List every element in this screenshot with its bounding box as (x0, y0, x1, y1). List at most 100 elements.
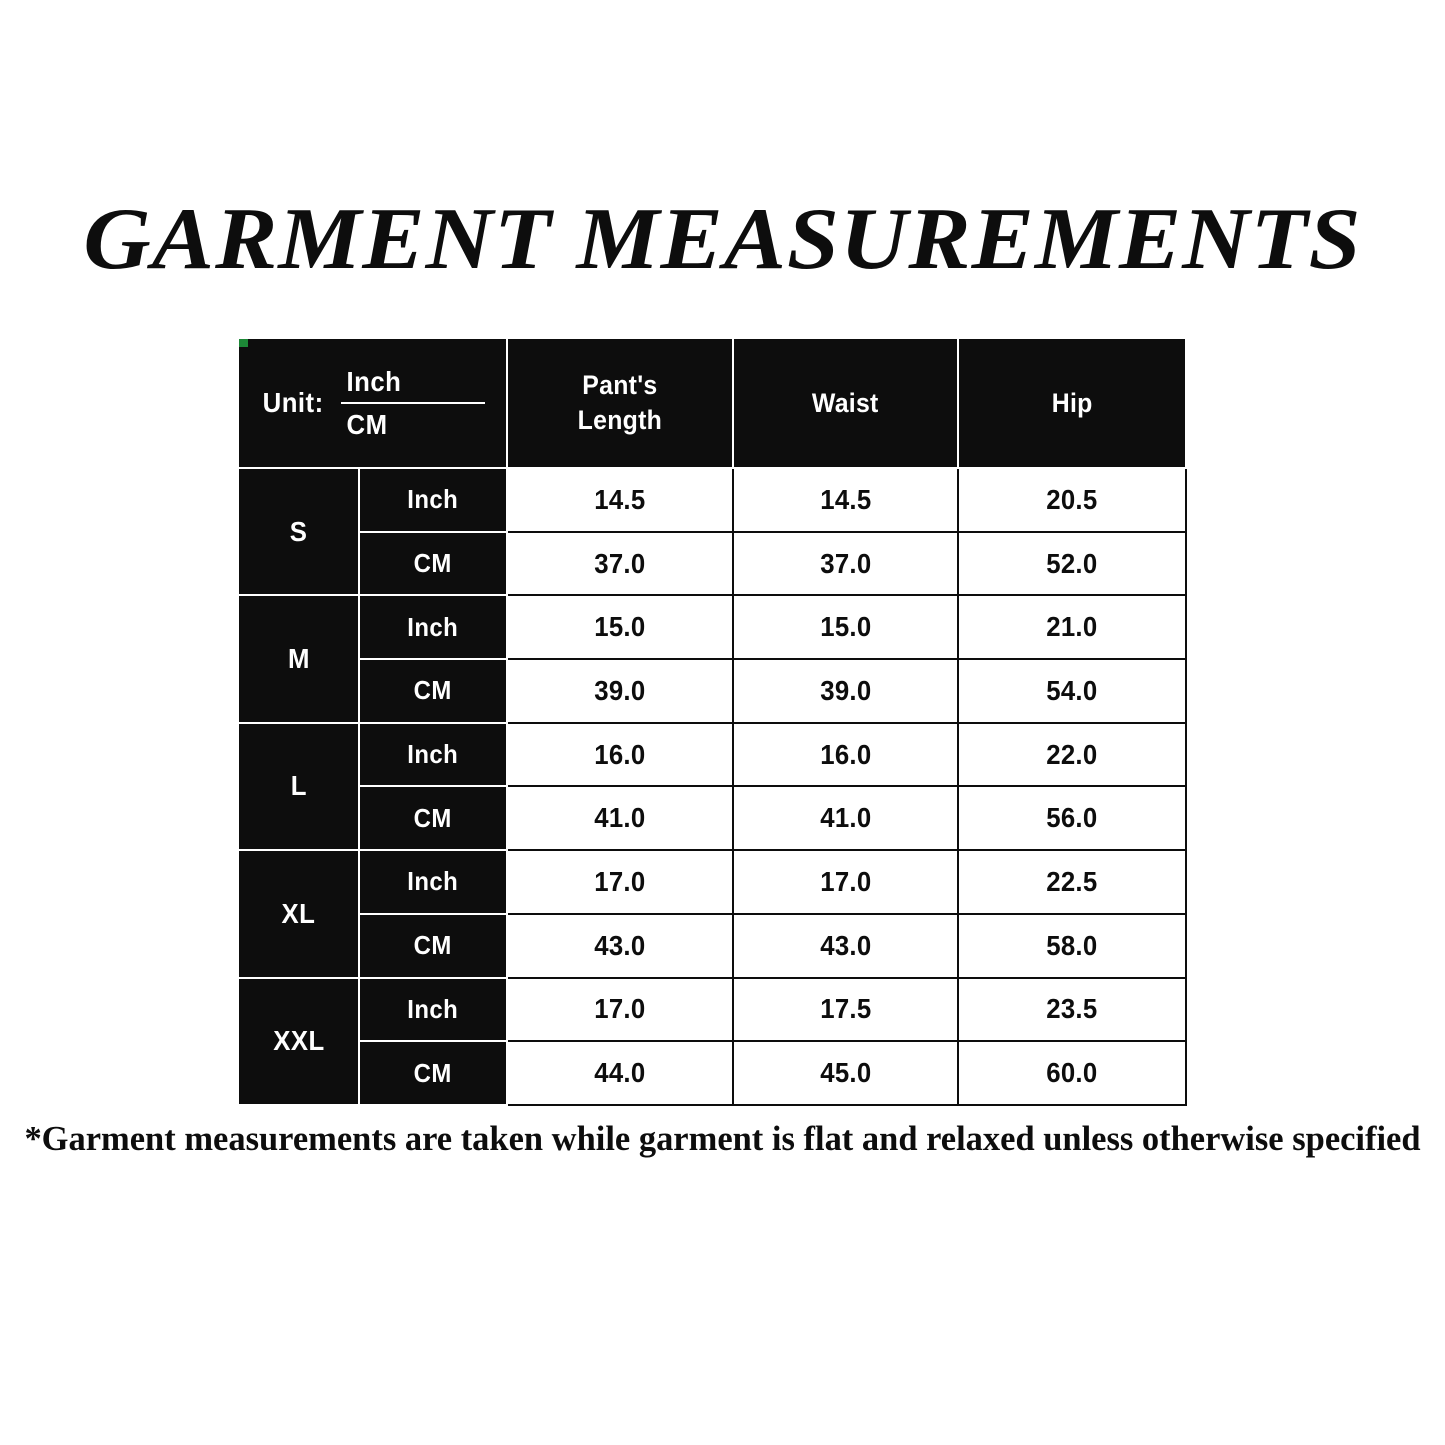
measurement-value: 17.5 (819, 993, 872, 1025)
table-row: CM 39.0 39.0 54.0 (238, 658, 1188, 724)
unit-cell-label: Inch (407, 611, 459, 642)
unit-cell-inch: Inch (357, 976, 509, 1043)
measurement-cell: 17.5 (732, 976, 960, 1043)
measurement-value: 20.5 (1046, 483, 1098, 515)
fraction-bar (340, 402, 485, 404)
measurement-value: 16.0 (594, 738, 646, 770)
measurement-value: 14.5 (594, 483, 646, 515)
measurement-cell: 39.0 (732, 658, 960, 724)
table-row: M Inch 15.0 15.0 21.0 (237, 594, 1188, 724)
measurement-cell: 52.0 (957, 530, 1188, 597)
measurement-cell: 41.0 (732, 785, 960, 852)
unit-cell-cm: CM (357, 912, 509, 979)
unit-cell-inch: Inch (357, 594, 509, 661)
measurement-cell: 60.0 (957, 1040, 1188, 1106)
measurements-table-wrapper: Unit: Inch CM Pant's Length Waist Hip S Inch 14.5… (236, 337, 1188, 1106)
unit-numerator: Inch (346, 366, 401, 397)
size-label: M (287, 643, 310, 675)
measurement-cell: 16.0 (732, 721, 960, 788)
measurement-value: 54.0 (1046, 674, 1098, 706)
measurement-cell: 43.0 (506, 912, 735, 979)
column-header-pant-s-length: Pant's Length (506, 337, 735, 469)
measurement-cell: 56.0 (957, 785, 1188, 852)
size-label: XL (281, 897, 316, 929)
measurement-value: 37.0 (819, 547, 872, 579)
measurement-cell: 39.0 (506, 658, 735, 724)
size-label: L (290, 770, 307, 802)
measurement-cell: 22.5 (957, 849, 1188, 915)
footnote-text: *Garment measurements are taken while ga… (24, 1119, 1421, 1158)
measurement-value: 23.5 (1046, 993, 1098, 1025)
measurement-value: 52.0 (1046, 547, 1098, 579)
measurement-value: 15.0 (819, 611, 872, 643)
table-row: CM 37.0 37.0 52.0 (238, 530, 1188, 597)
column-header-label: Pant's Length (577, 370, 663, 435)
measurement-value: 21.0 (1046, 611, 1098, 643)
unit-cell-cm: CM (357, 785, 509, 852)
measurement-value: 22.0 (1046, 738, 1098, 770)
measurement-cell: 16.0 (506, 721, 735, 788)
column-header-label: Hip (1051, 387, 1093, 418)
column-header-label: Waist (812, 387, 879, 418)
measurement-value: 16.0 (819, 738, 872, 770)
measurement-value: 41.0 (819, 802, 872, 834)
measurement-cell: 54.0 (957, 658, 1188, 724)
corner-artifact (239, 339, 248, 347)
measurement-value: 45.0 (819, 1057, 872, 1089)
measurement-value: 39.0 (594, 674, 646, 706)
measurement-cell: 23.5 (957, 976, 1188, 1043)
measurement-cell: 41.0 (506, 785, 735, 852)
measurement-cell: 44.0 (506, 1040, 735, 1106)
size-cell-m: M (237, 594, 360, 724)
table-row: S Inch 14.5 14.5 20.5 (237, 466, 1188, 597)
unit-cell-inch: Inch (357, 467, 509, 533)
unit-fraction: Inch CM (340, 364, 485, 442)
measurement-value: 22.5 (1046, 865, 1098, 897)
measurement-value: 56.0 (1046, 802, 1098, 834)
measurement-cell: 21.0 (957, 594, 1188, 661)
size-cell-xl: XL (237, 849, 360, 979)
unit-cell-label: Inch (407, 739, 459, 770)
unit-cell-label: CM (413, 675, 453, 706)
size-cell-s: S (237, 466, 360, 597)
table-row: XXL Inch 17.0 17.5 23.5 (237, 976, 1188, 1106)
unit-denominator: CM (346, 409, 388, 440)
measurement-cell: 37.0 (732, 530, 960, 597)
measurement-value: 17.0 (594, 993, 646, 1025)
unit-cell-cm: CM (357, 658, 509, 724)
size-cell-l: L (237, 721, 360, 852)
measurement-value: 41.0 (594, 802, 646, 834)
column-header-waist: Waist (732, 337, 960, 469)
measurement-value: 15.0 (594, 611, 646, 643)
table-row: CM 44.0 45.0 60.0 (238, 1040, 1188, 1106)
header-unit-cell: Unit: Inch CM (236, 337, 509, 469)
measurement-cell: 22.0 (957, 721, 1188, 788)
size-cell-xxl: XXL (237, 976, 360, 1106)
measurement-cell: 14.5 (506, 467, 735, 533)
measurements-table: Unit: Inch CM Pant's Length Waist Hip S Inch 14.5… (236, 337, 1188, 1106)
measurement-cell: 58.0 (957, 912, 1188, 979)
measurement-value: 39.0 (819, 674, 872, 706)
unit-cell-label: CM (413, 548, 453, 579)
page-title: GARMENT MEASUREMENTS (83, 191, 1362, 288)
unit-cell-inch: Inch (357, 849, 509, 915)
measurement-value: 17.0 (594, 865, 646, 897)
measurement-value: 17.0 (819, 865, 872, 897)
table-header-row: Unit: Inch CM Pant's Length Waist Hip (236, 337, 1188, 469)
measurement-value: 43.0 (819, 929, 872, 961)
unit-cell-label: Inch (407, 993, 459, 1024)
measurement-cell: 15.0 (732, 594, 960, 661)
measurement-cell: 17.0 (732, 849, 960, 915)
size-label: XXL (272, 1025, 325, 1057)
measurement-cell: 37.0 (506, 530, 735, 597)
measurement-value: 43.0 (594, 929, 646, 961)
unit-cell-label: Inch (407, 484, 459, 515)
unit-label: Unit: (263, 387, 324, 418)
table-row: CM 41.0 41.0 56.0 (238, 785, 1188, 852)
measurement-value: 14.5 (819, 483, 872, 515)
measurement-cell: 17.0 (506, 976, 735, 1043)
unit-cell-cm: CM (357, 1040, 509, 1106)
unit-cell-label: CM (413, 802, 453, 833)
table-row: XL Inch 17.0 17.0 22.5 (237, 849, 1188, 979)
